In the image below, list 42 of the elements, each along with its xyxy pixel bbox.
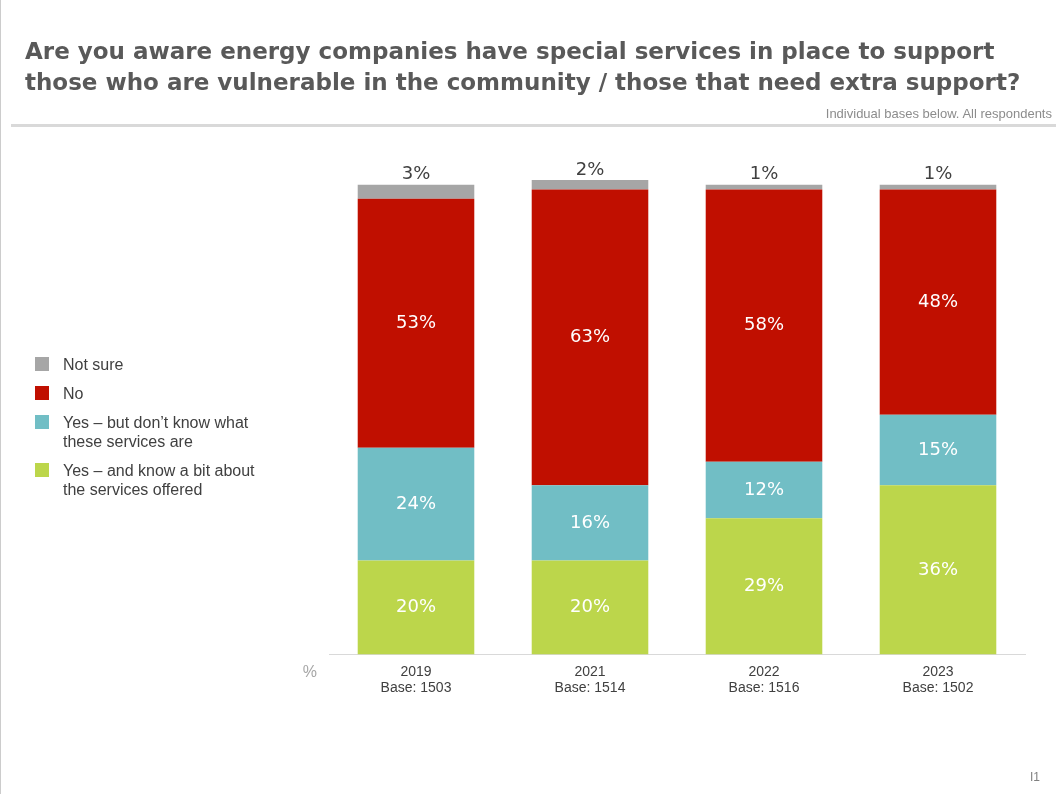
x-tick-label: 2023 Base: 1502	[902, 662, 974, 696]
bar	[531, 180, 649, 190]
data-label: 36%	[917, 557, 959, 579]
data-label: 20%	[569, 595, 611, 617]
text: I1	[1029, 770, 1040, 784]
bar	[531, 560, 649, 655]
data-label: 63%	[569, 325, 611, 347]
data-label: 53%	[395, 310, 437, 332]
x-tick-label: 2022 Base: 1516	[728, 662, 800, 696]
bar	[531, 189, 649, 486]
bar	[357, 198, 475, 448]
data-label: 20%	[395, 595, 437, 617]
data-label: 58%	[743, 313, 785, 335]
text: Individual bases below. All respondents	[825, 106, 1052, 121]
bar	[357, 447, 475, 561]
data-label: 15%	[917, 437, 959, 459]
y-axis-title: %	[302, 662, 317, 680]
bar	[705, 461, 823, 519]
data-label: 24%	[395, 491, 437, 513]
legend-label: No	[63, 384, 84, 403]
x-tick-label: 2019 Base: 1503	[380, 662, 452, 696]
x-tick-label: 2021 Base: 1514	[554, 662, 626, 696]
bar	[357, 184, 475, 199]
bar	[879, 189, 997, 415]
data-label: 16%	[569, 510, 611, 532]
legend-label: Yes – and know a bit about the services offered	[63, 461, 256, 499]
chart-title: Are you aware energy companies have special services in place to support those who are vulnerable in the community / those that need extra support?	[25, 37, 1022, 97]
data-label: 29%	[743, 573, 785, 595]
data-label: 2%	[575, 157, 605, 179]
data-label: 1%	[923, 162, 953, 184]
bar	[879, 414, 997, 486]
data-label: 12%	[743, 477, 785, 499]
data-label: 1%	[749, 162, 779, 184]
data-label: 48%	[917, 289, 959, 311]
bar	[705, 189, 823, 462]
bar	[357, 560, 475, 655]
bar	[531, 485, 649, 561]
bar	[879, 485, 997, 655]
bar	[705, 518, 823, 655]
legend-label: Not sure	[63, 355, 124, 374]
data-label: 3%	[401, 162, 431, 184]
legend-label: Yes – but don’t know what these services are	[63, 413, 250, 451]
